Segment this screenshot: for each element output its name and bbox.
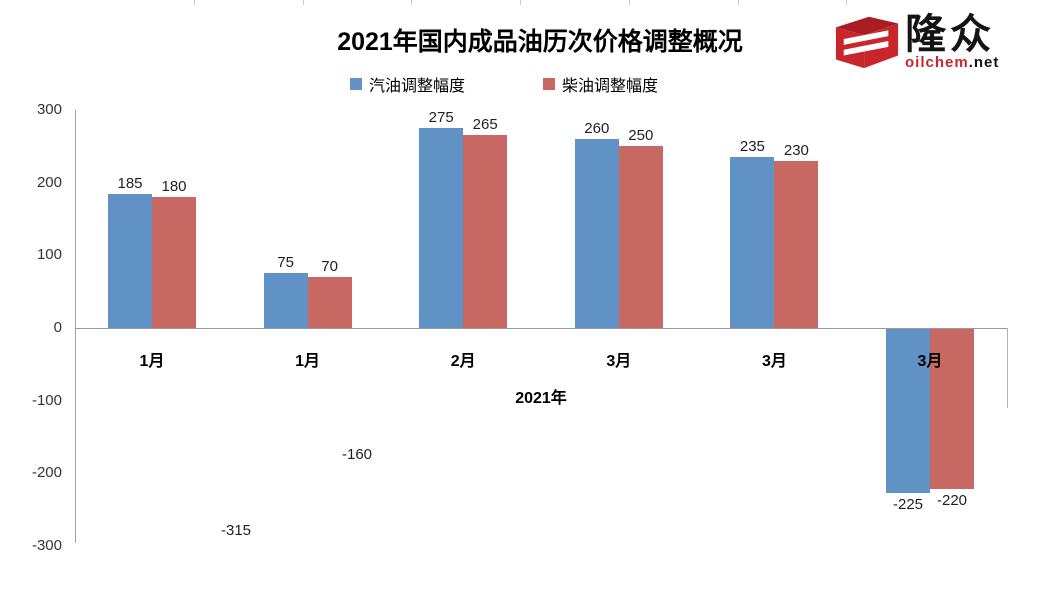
top-edge-tick [194,0,195,5]
orphan-data-label: -315 [220,522,252,539]
orphan-data-label: -160 [341,446,373,463]
top-edge-tick [846,0,848,5]
bar-value-label: 230 [783,141,809,159]
top-edge-tick [628,0,630,5]
top-edge-tick [302,0,304,5]
bar-diesel [930,329,974,489]
y-axis-line [75,110,76,543]
category-label: 3月 [917,353,943,370]
legend-swatch-icon [543,78,555,90]
bar-gasoline [419,128,464,328]
y-tick-label: 0 [53,319,62,336]
category-label: 2月 [450,353,476,370]
bar-diesel [463,135,508,328]
category-label: 3月 [761,353,787,370]
y-tick-label: -200 [31,464,62,482]
bar-gasoline [886,329,930,493]
chart-title: 2021年国内成品油历次价格调整概况 [337,28,743,56]
legend-label: 柴油调整幅度 [562,78,659,95]
brand-text: 隆众 oilchem.net [905,12,999,71]
top-edge-tick [520,0,522,5]
brand-name: 隆众 [905,11,995,57]
x-axis-zero-line [75,328,1008,329]
bar-value-label: -225 [892,495,924,513]
brand-site-tld: .net [968,54,1000,71]
y-tick-label: 200 [36,173,62,191]
bar-gasoline [574,138,619,328]
legend-item: 柴油调整幅度 [543,72,658,96]
bar-value-label: 235 [739,138,765,156]
bar-value-label: 265 [472,116,498,134]
bar-value-label: 70 [321,258,338,276]
plot-right-border [1007,328,1008,408]
bar-value-label: 260 [584,119,610,137]
bar-value-label: 250 [628,127,654,145]
bar-value-label: 275 [428,109,454,127]
y-tick-label: 100 [36,246,62,264]
bar-diesel [774,160,819,328]
brand-logo: 隆众 oilchem.net [834,12,999,71]
bar-diesel [307,277,352,328]
bar-diesel [152,197,196,328]
brand-site-name: oilchem [905,54,969,71]
y-tick-label: -100 [31,391,62,409]
legend-swatch-icon [349,78,362,90]
category-label: 1月 [295,353,321,370]
bar-gasoline [263,273,308,328]
x-axis-title: 2021年 [515,390,567,407]
top-edge-tick [737,0,739,5]
bar-gasoline [108,193,152,328]
bar-value-label: 180 [161,178,187,196]
y-tick-label: -300 [31,537,62,555]
legend-label: 汽油调整幅度 [368,78,465,95]
bar-diesel [618,146,663,328]
brand-cube-icon [835,16,899,69]
y-tick-label: 300 [36,100,62,118]
legend-item: 汽油调整幅度 [349,72,465,96]
bar-value-label: 75 [277,254,294,272]
bar-gasoline [730,157,775,328]
brand-site: oilchem.net [905,55,999,71]
bar-value-label: 185 [117,174,143,192]
category-label: 1月 [139,353,165,370]
top-edge-tick [411,0,413,5]
legend: 汽油调整幅度 柴油调整幅度 [0,72,1008,96]
bar-value-label: -220 [936,491,968,509]
category-label: 3月 [606,353,632,370]
